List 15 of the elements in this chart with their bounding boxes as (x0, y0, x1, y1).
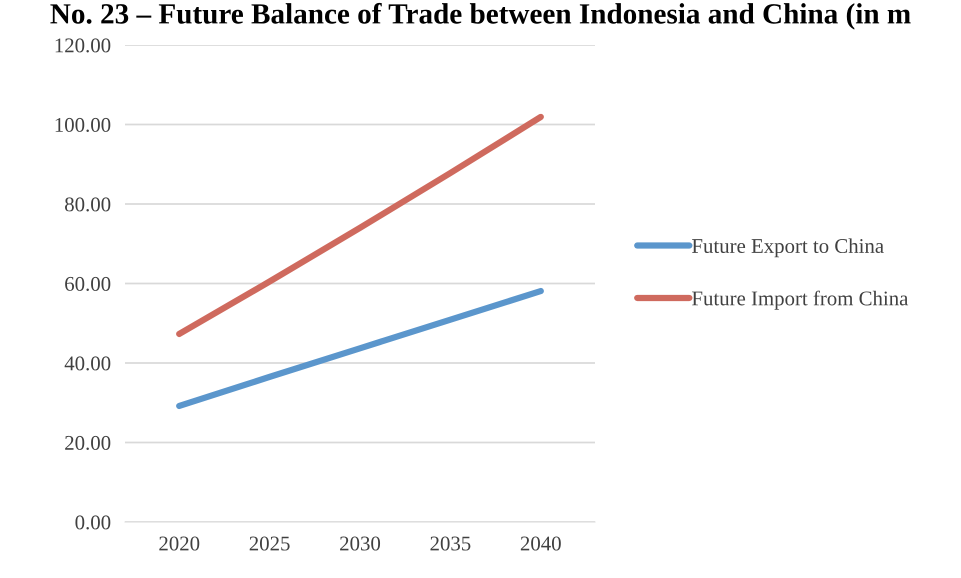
x-tick-label: 2025 (250, 536, 290, 551)
x-tick-label: 2030 (340, 536, 380, 551)
y-tick-label: 0.00 (75, 515, 110, 530)
x-tick-label: 2020 (159, 536, 200, 551)
y-tick-label: 80.00 (65, 197, 110, 212)
legend-label: Future Import from China (692, 290, 908, 310)
y-tick-label: 100.00 (56, 118, 110, 132)
y-tick-label: 40.00 (64, 356, 110, 371)
legend-label: Future Export to China (692, 238, 884, 258)
chart-title: No. 23 – Future Balance of Trade between Indonesia and China (in m (50, 2, 911, 30)
y-tick-label: 60.00 (65, 276, 110, 292)
y-tick-label: 20.00 (65, 436, 110, 450)
x-tick-label: 2035 (430, 536, 470, 551)
y-tick-label: 120.00 (56, 38, 110, 53)
x-tick-label: 2040 (520, 536, 561, 551)
